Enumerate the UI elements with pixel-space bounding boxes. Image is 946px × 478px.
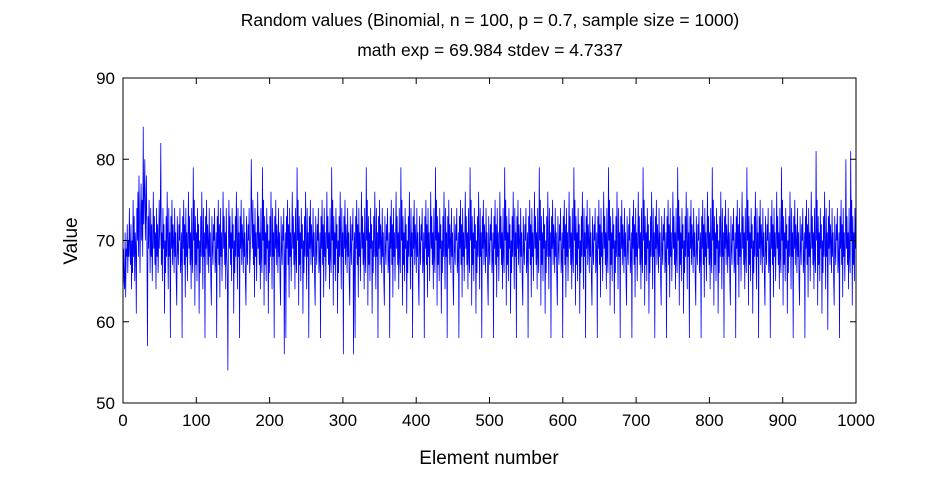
x-tick-label: 0 (118, 411, 127, 430)
x-axis: 0 100 200 300 400 500 600 700 800 900 1000 (118, 78, 875, 430)
x-tick-label: 800 (695, 411, 723, 430)
x-tick-label: 600 (549, 411, 577, 430)
chart-subtitle: math exp = 69.984 stdev = 4.7337 (357, 40, 623, 60)
x-tick-label: 500 (475, 411, 503, 430)
plot-area (122, 77, 857, 404)
y-tick-label: 80 (96, 150, 115, 169)
x-tick-label: 1000 (837, 411, 875, 430)
x-tick-label: 300 (329, 411, 357, 430)
x-tick-label: 700 (622, 411, 650, 430)
series-line (123, 126, 857, 371)
y-tick-label: 50 (96, 394, 115, 413)
x-tick-label: 100 (182, 411, 210, 430)
x-tick-label: 900 (769, 411, 797, 430)
y-axis-label: Value (61, 217, 82, 264)
y-tick-label: 90 (96, 69, 115, 88)
y-axis: 50 60 70 80 90 (96, 69, 856, 413)
chart-title: Random values (Binomial, n = 100, p = 0.… (241, 10, 740, 30)
x-tick-label: 200 (255, 411, 283, 430)
y-tick-label: 70 (96, 232, 115, 251)
x-tick-label: 400 (402, 411, 430, 430)
y-tick-label: 60 (96, 313, 115, 332)
x-axis-label: Element number (419, 448, 559, 469)
